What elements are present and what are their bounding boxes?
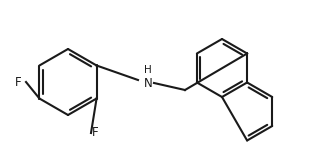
Text: H: H: [144, 65, 152, 75]
Text: F: F: [15, 76, 21, 88]
Text: N: N: [144, 77, 152, 90]
Text: F: F: [92, 127, 98, 140]
